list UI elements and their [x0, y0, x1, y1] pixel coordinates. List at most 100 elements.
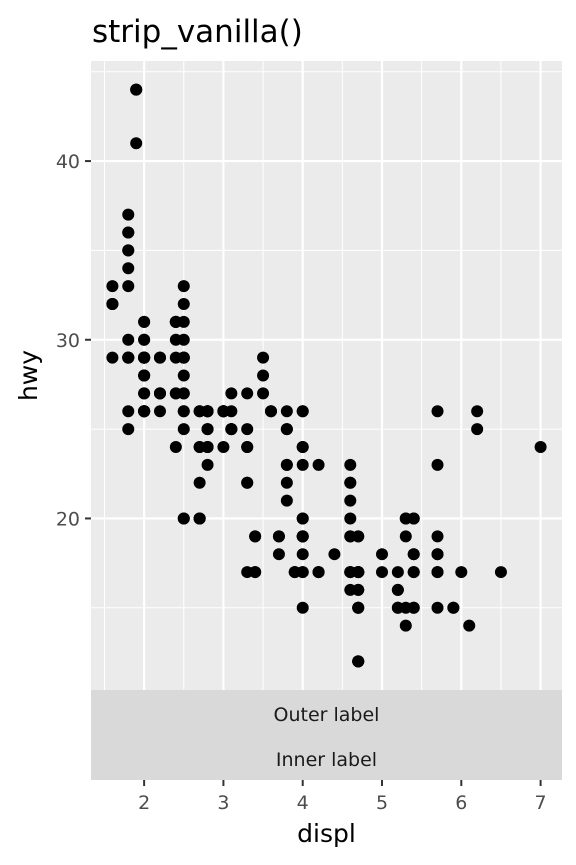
data-point: [272, 530, 285, 543]
data-point: [352, 655, 365, 668]
data-point: [153, 351, 166, 364]
data-point: [471, 423, 484, 436]
data-point: [122, 423, 135, 436]
data-point: [122, 405, 135, 418]
data-point: [122, 208, 135, 221]
data-point: [201, 440, 214, 453]
data-point: [431, 601, 444, 614]
strip-outer-label: Outer label: [274, 704, 380, 726]
data-point: [296, 440, 309, 453]
data-point: [391, 566, 404, 579]
data-point: [106, 351, 119, 364]
data-point: [431, 530, 444, 543]
data-point: [494, 566, 507, 579]
data-point: [257, 387, 270, 400]
data-point: [471, 405, 484, 418]
data-point: [296, 512, 309, 525]
data-point: [153, 387, 166, 400]
data-point: [447, 601, 460, 614]
x-tick-label: 4: [297, 792, 309, 814]
x-tick-label: 5: [376, 792, 388, 814]
data-point: [376, 566, 389, 579]
data-point: [399, 619, 412, 632]
data-point: [241, 423, 254, 436]
data-point: [312, 566, 325, 579]
data-point: [344, 530, 357, 543]
data-point: [201, 458, 214, 471]
data-point: [122, 244, 135, 257]
data-point: [138, 387, 151, 400]
data-point: [391, 583, 404, 596]
data-point: [225, 423, 238, 436]
data-point: [177, 280, 190, 293]
data-point: [177, 512, 190, 525]
major-gridlines: [91, 61, 562, 690]
strip-panel: Outer label Inner label: [91, 690, 562, 780]
data-point: [391, 601, 404, 614]
data-point: [249, 566, 262, 579]
data-point: [217, 440, 230, 453]
data-point: [193, 476, 206, 489]
data-point: [280, 476, 293, 489]
data-point: [169, 315, 182, 328]
y-tick-label: 20: [56, 508, 80, 530]
data-point: [376, 548, 389, 561]
data-point: [122, 351, 135, 364]
data-point: [407, 548, 420, 561]
data-point: [407, 566, 420, 579]
data-point: [280, 423, 293, 436]
x-tick-label: 6: [455, 792, 467, 814]
y-tick-label: 40: [56, 151, 80, 173]
plot-panel: [91, 61, 562, 690]
data-point: [122, 226, 135, 239]
data-point: [352, 601, 365, 614]
data-point: [122, 262, 135, 275]
data-point: [249, 530, 262, 543]
data-point: [106, 280, 119, 293]
data-point: [399, 530, 412, 543]
data-point: [257, 351, 270, 364]
strip-inner-label: Inner label: [276, 749, 377, 771]
data-point: [272, 548, 285, 561]
data-point: [138, 369, 151, 382]
x-tick-label: 7: [535, 792, 547, 814]
data-points: [106, 83, 547, 668]
data-point: [431, 548, 444, 561]
data-point: [122, 333, 135, 346]
data-point: [177, 333, 190, 346]
data-point: [296, 548, 309, 561]
data-point: [153, 405, 166, 418]
data-point: [280, 458, 293, 471]
data-point: [177, 298, 190, 311]
data-point: [455, 566, 468, 579]
data-point: [177, 369, 190, 382]
y-tick-label: 30: [56, 330, 80, 352]
x-axis: 2 3 4 5 6 7: [138, 780, 547, 814]
data-point: [534, 440, 547, 453]
data-point: [122, 280, 135, 293]
data-point: [106, 298, 119, 311]
data-point: [138, 315, 151, 328]
data-point: [177, 351, 190, 364]
data-point: [280, 405, 293, 418]
data-point: [193, 512, 206, 525]
data-point: [431, 405, 444, 418]
data-point: [138, 405, 151, 418]
data-point: [431, 458, 444, 471]
data-point: [241, 387, 254, 400]
x-tick-label: 2: [138, 792, 150, 814]
strip-background: [91, 690, 562, 780]
data-point: [177, 423, 190, 436]
x-axis-title: displ: [297, 819, 356, 848]
chart-title: strip_vanilla(): [92, 14, 303, 50]
data-point: [225, 387, 238, 400]
data-point: [217, 405, 230, 418]
data-point: [169, 440, 182, 453]
y-axis: 20 30 40: [56, 151, 91, 530]
data-point: [407, 512, 420, 525]
data-point: [431, 566, 444, 579]
data-point: [463, 619, 476, 632]
data-point: [264, 405, 277, 418]
data-point: [312, 458, 325, 471]
